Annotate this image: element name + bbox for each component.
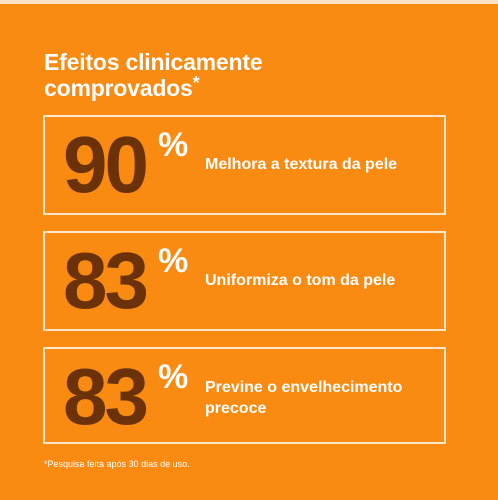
stat-percent-sign: % — [158, 126, 189, 164]
stat-percent-sign: % — [158, 242, 189, 280]
stat-card-texture: 90 % Melhora a textura da pele — [43, 115, 446, 215]
title-line-2-text: comprovados — [44, 75, 193, 101]
top-divider — [0, 0, 498, 4]
stat-card-tone: 83 % Uniformiza o tom da pele — [43, 231, 446, 331]
footnote: *Pesquisa feita após 30 dias de uso. — [44, 459, 190, 469]
title-line-2: comprovados* — [44, 73, 262, 101]
title-line-1: Efeitos clinicamente — [44, 49, 263, 75]
page-title: Efeitos clinicamente comprovados* — [44, 49, 263, 101]
stat-label: Previne o envelhecimento precoce — [205, 379, 403, 417]
stat-label: Uniformiza o tom da pele — [205, 272, 396, 289]
stat-percent-sign: % — [158, 358, 189, 396]
stat-number: 90 — [63, 120, 149, 209]
stat-label: Melhora a textura da pele — [205, 156, 398, 173]
stat-card-aging: 83 % Previne o envelhecimento precoce — [43, 347, 446, 444]
stat-number: 83 — [63, 352, 149, 441]
title-asterisk: * — [192, 73, 200, 93]
stat-number: 83 — [63, 236, 149, 325]
